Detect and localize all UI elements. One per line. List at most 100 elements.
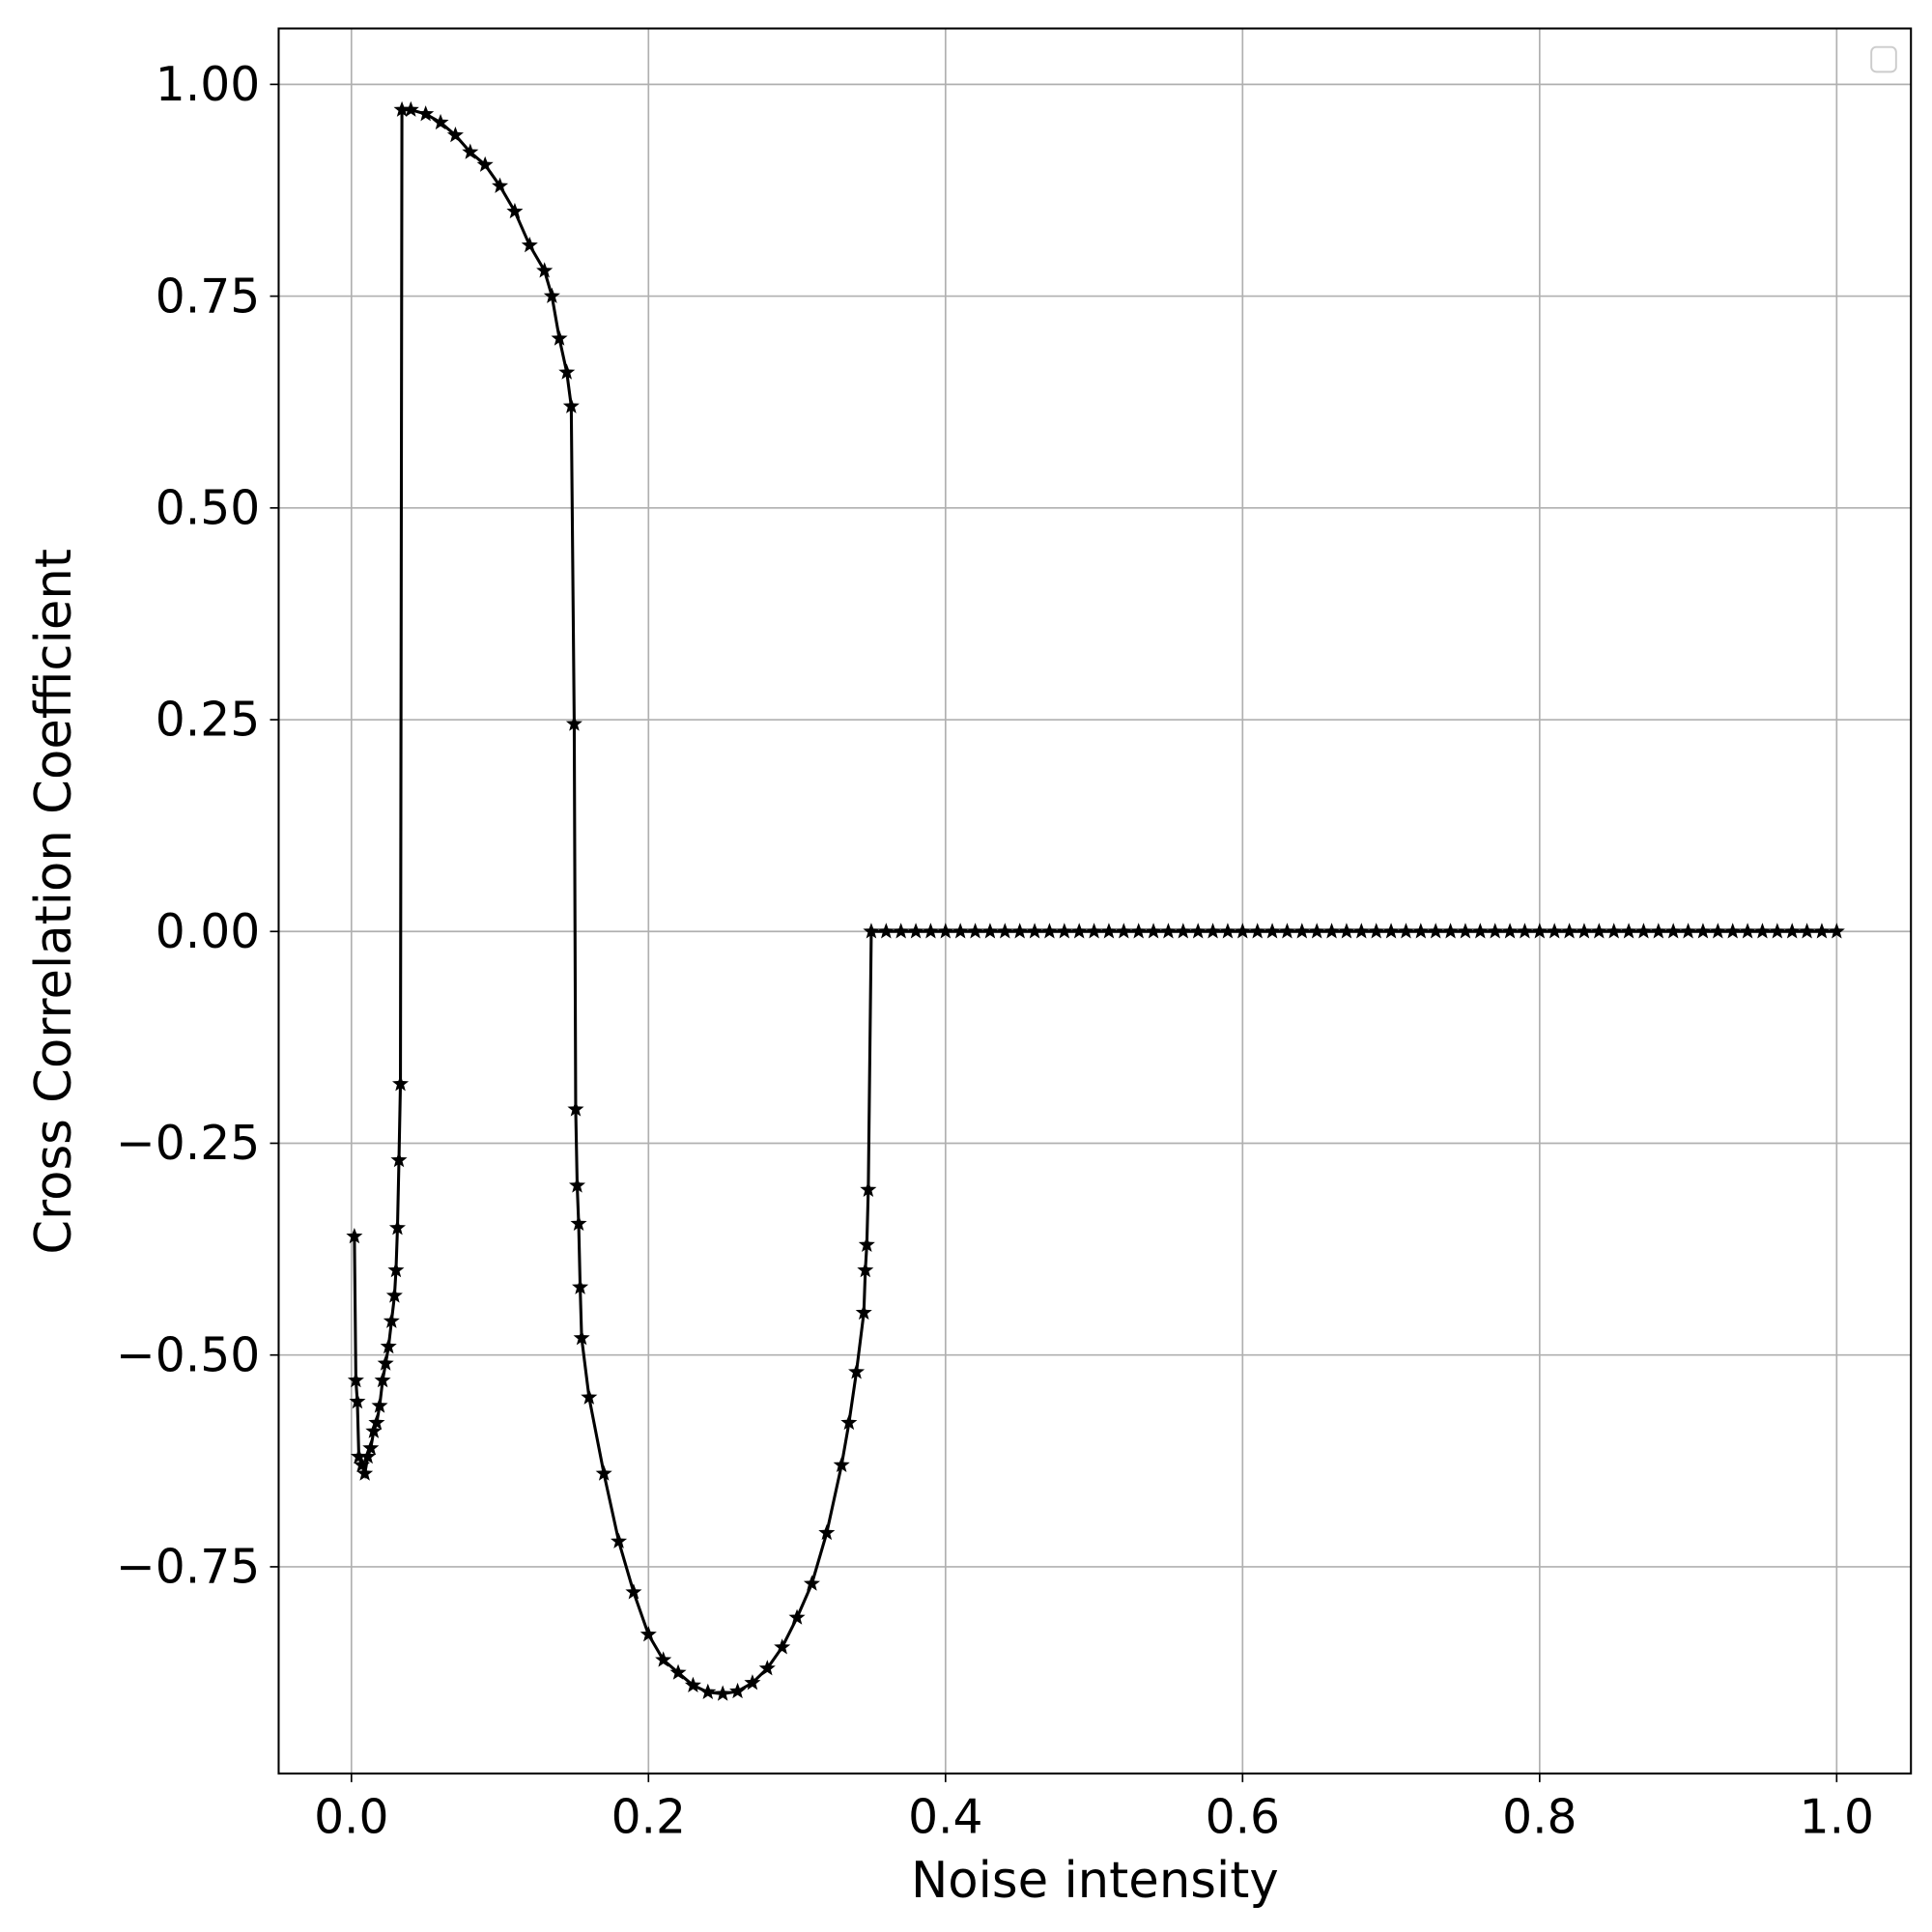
- data-point: [347, 1372, 364, 1388]
- data-point: [1501, 923, 1519, 939]
- data-point: [393, 100, 411, 117]
- data-point: [387, 1262, 405, 1278]
- data-point: [417, 105, 435, 122]
- data-point: [1576, 923, 1593, 939]
- data-point: [1546, 923, 1563, 939]
- data-point: [1709, 923, 1726, 939]
- x-tick-label: 0.4: [908, 1790, 982, 1844]
- data-point: [1724, 923, 1742, 939]
- data-point: [833, 1456, 850, 1472]
- y-tick-label: −0.75: [116, 1541, 260, 1595]
- data-point: [1011, 923, 1029, 939]
- grid: [278, 28, 1912, 1774]
- data-point: [402, 100, 419, 117]
- data-point: [551, 329, 568, 346]
- data-point: [1783, 923, 1801, 939]
- data-point: [1189, 923, 1207, 939]
- data-point: [699, 1683, 717, 1699]
- data-point: [492, 177, 509, 193]
- data-point: [581, 1388, 598, 1405]
- data-point: [374, 1372, 391, 1388]
- data-point: [595, 1464, 612, 1481]
- data-point: [565, 715, 582, 731]
- data-point: [758, 1660, 776, 1676]
- data-point: [1694, 923, 1712, 939]
- data-point: [857, 1262, 874, 1278]
- data-point: [1397, 923, 1414, 939]
- data-point: [368, 1413, 385, 1431]
- data-point: [684, 1676, 701, 1692]
- data-point: [371, 1397, 388, 1413]
- data-point: [1040, 923, 1058, 939]
- data-point: [860, 1180, 877, 1197]
- data-point: [818, 1523, 836, 1541]
- data-point: [744, 1674, 761, 1690]
- x-tick-label: 0.0: [314, 1790, 388, 1844]
- data-point: [855, 1303, 872, 1321]
- data-point: [568, 1177, 586, 1193]
- data-point: [1769, 923, 1786, 939]
- data-point: [996, 923, 1013, 939]
- data-point: [392, 1075, 410, 1092]
- data-point: [356, 1464, 374, 1481]
- data-point: [803, 1575, 820, 1591]
- data-point: [385, 1287, 403, 1303]
- y-tick-label: −0.25: [116, 1117, 260, 1171]
- data-point: [380, 1337, 397, 1354]
- data-point: [1813, 923, 1831, 939]
- data-point: [1442, 923, 1460, 939]
- data-point: [446, 127, 464, 143]
- data-point: [388, 1219, 406, 1236]
- y-axis-label: Cross Correlation Coefficient: [25, 549, 83, 1255]
- data-point: [611, 1532, 628, 1548]
- y-tick-label: 0.50: [156, 481, 260, 535]
- data-point: [893, 923, 910, 939]
- data-point: [1219, 923, 1236, 939]
- data-point: [1293, 923, 1311, 939]
- y-tick-label: 0.75: [156, 270, 260, 324]
- data-point: [567, 1100, 584, 1117]
- data-point: [952, 923, 969, 939]
- data-point: [1457, 923, 1474, 939]
- y-tick-label: 1.00: [156, 58, 260, 112]
- data-point: [922, 923, 939, 939]
- data-point: [1427, 923, 1444, 939]
- data-point: [655, 1651, 672, 1667]
- data-point: [1234, 923, 1251, 939]
- data-point: [1382, 923, 1400, 939]
- legend-box: [1870, 45, 1897, 73]
- y-tick-label: −0.50: [116, 1328, 260, 1382]
- data-point: [1650, 923, 1667, 939]
- data-point: [573, 1329, 590, 1346]
- x-tick-label: 0.6: [1206, 1790, 1280, 1844]
- data-point: [1264, 923, 1281, 939]
- data-point: [1249, 923, 1266, 939]
- data-point: [1338, 923, 1355, 939]
- data-point: [354, 1456, 371, 1472]
- data-point: [1634, 923, 1652, 939]
- data-point: [1145, 923, 1162, 939]
- data-point: [907, 923, 924, 939]
- data-point: [506, 202, 524, 219]
- data-point: [1412, 923, 1430, 939]
- axes-frame: [277, 27, 1913, 1775]
- data-point: [1086, 923, 1103, 939]
- data-point: [570, 1214, 587, 1232]
- data-point: [536, 262, 554, 278]
- data-point: [476, 156, 494, 172]
- plot: [346, 100, 1845, 1701]
- data-point: [390, 1151, 408, 1168]
- x-tick-label: 0.8: [1502, 1790, 1577, 1844]
- data-point: [863, 923, 880, 939]
- y-tick-label: 0.00: [156, 905, 260, 959]
- data-point: [1680, 923, 1697, 939]
- data-point: [1828, 923, 1845, 939]
- data-point: [1590, 923, 1607, 939]
- data-point: [521, 237, 538, 253]
- data-point: [729, 1682, 747, 1699]
- data-point: [1753, 923, 1771, 939]
- data-point: [1026, 923, 1043, 939]
- data-point: [1605, 923, 1623, 939]
